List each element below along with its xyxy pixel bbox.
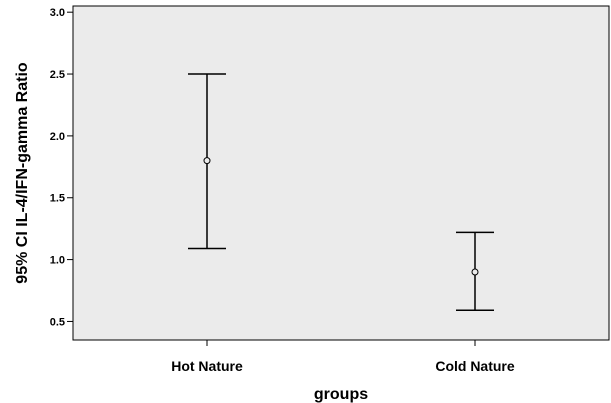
y-tick-label: 1.0 (50, 255, 65, 267)
error-bars (188, 73, 494, 312)
x-axis-title: groups (314, 386, 368, 403)
y-tick-label: 3.0 (50, 7, 65, 19)
plot-area (72, 5, 610, 341)
mean-marker (471, 268, 479, 276)
y-tick-label: 1.5 (50, 193, 65, 205)
x-tick-label: Cold Nature (435, 358, 515, 374)
y-axis-title: 95% CI IL-4/IFN-gamma Ratio (14, 62, 31, 284)
y-axis: 0.5 1.0 1.5 2.0 2.5 3.0 (50, 7, 73, 328)
y-tick-label: 2.0 (50, 131, 65, 143)
mean-marker (203, 157, 211, 165)
x-tick-label: Hot Nature (171, 358, 243, 374)
y-tick-label: 0.5 (50, 316, 65, 328)
y-tick-label: 2.5 (50, 69, 65, 81)
x-axis: Hot Nature Cold Nature (171, 340, 515, 374)
